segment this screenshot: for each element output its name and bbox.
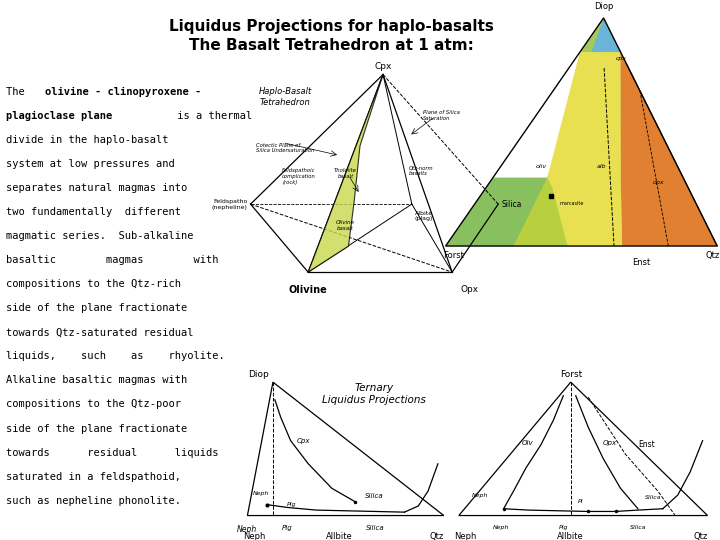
Text: Diop: Diop — [248, 370, 269, 380]
Text: separates natural magmas into: separates natural magmas into — [6, 183, 187, 193]
Text: Olivine: Olivine — [289, 285, 328, 295]
Text: Plg: Plg — [559, 525, 568, 530]
Text: Alkaline basaltic magmas with: Alkaline basaltic magmas with — [6, 375, 187, 386]
Text: Cpx: Cpx — [374, 62, 392, 71]
Text: Albite
(plag): Albite (plag) — [415, 211, 433, 221]
Polygon shape — [580, 18, 621, 52]
Text: alb: alb — [597, 164, 606, 168]
Text: compositions to the Qtz-rich: compositions to the Qtz-rich — [6, 279, 181, 289]
Text: The Basalt Tetrahedron at 1 atm:: The Basalt Tetrahedron at 1 atm: — [189, 38, 474, 53]
Polygon shape — [308, 75, 383, 272]
Text: Allbite: Allbite — [557, 532, 584, 540]
Text: Forst: Forst — [559, 370, 582, 380]
Text: Plg: Plg — [287, 502, 296, 507]
Text: plagioclase plane: plagioclase plane — [6, 111, 112, 121]
Text: The: The — [6, 87, 31, 97]
Text: Silica: Silica — [366, 525, 384, 531]
Polygon shape — [446, 178, 553, 246]
Text: Tholeiite
basalt: Tholeiite basalt — [334, 168, 357, 179]
Text: opx: opx — [652, 180, 664, 185]
Text: Opx: Opx — [461, 285, 479, 294]
Text: saturated in a feldspathoid,: saturated in a feldspathoid, — [6, 471, 181, 482]
Text: towards Qtz-saturated residual: towards Qtz-saturated residual — [6, 327, 194, 338]
Text: Neph: Neph — [253, 491, 270, 496]
Text: compositions to the Qtz-poor: compositions to the Qtz-poor — [6, 400, 181, 409]
Text: oliv: oliv — [536, 164, 547, 168]
Text: side of the plane fractionate: side of the plane fractionate — [6, 423, 187, 434]
Text: Diop: Diop — [594, 2, 613, 11]
Text: Olv: Olv — [522, 441, 534, 447]
Text: Qtz: Qtz — [693, 532, 708, 540]
Text: Enst: Enst — [638, 440, 654, 449]
Text: system at low pressures and: system at low pressures and — [6, 159, 175, 169]
Text: Neph: Neph — [493, 525, 509, 530]
Text: Qtz: Qtz — [706, 251, 720, 260]
Text: marcasite: marcasite — [559, 200, 584, 206]
Text: Forst: Forst — [443, 251, 464, 260]
Polygon shape — [547, 52, 622, 246]
Text: Feldspatho
(nepheline): Feldspatho (nepheline) — [212, 199, 248, 210]
Text: Plane of Silica
Saturation: Plane of Silica Saturation — [423, 110, 460, 121]
Text: Neph: Neph — [243, 532, 266, 540]
Text: Plg: Plg — [282, 525, 292, 531]
Text: Cpx: Cpx — [297, 437, 310, 444]
Text: Cotectic Plane of
Silica Undersaturation: Cotectic Plane of Silica Undersaturation — [256, 143, 315, 153]
Text: towards      residual      liquids: towards residual liquids — [6, 448, 219, 457]
Text: Silica: Silica — [365, 494, 384, 500]
Text: Silica: Silica — [645, 495, 662, 501]
Text: Silica: Silica — [630, 525, 646, 530]
Polygon shape — [621, 52, 717, 246]
Polygon shape — [547, 18, 621, 189]
Text: Pl: Pl — [578, 500, 584, 504]
Text: Ternary
Liquidus Projections: Ternary Liquidus Projections — [323, 383, 426, 405]
Text: Qtz: Qtz — [430, 532, 444, 540]
Text: Opx: Opx — [603, 441, 617, 447]
Text: such as nepheline phonolite.: such as nepheline phonolite. — [6, 496, 181, 505]
Text: Haplo-Basalt
Tetrahedron: Haplo-Basalt Tetrahedron — [259, 87, 312, 107]
Text: olivine - clinopyroxene -: olivine - clinopyroxene - — [45, 87, 202, 97]
Text: magmatic series.  Sub-alkaline: magmatic series. Sub-alkaline — [6, 231, 194, 241]
Text: Enst: Enst — [632, 258, 650, 267]
Text: side of the plane fractionate: side of the plane fractionate — [6, 303, 187, 313]
Text: is a thermal: is a thermal — [171, 111, 253, 121]
Text: Silica: Silica — [501, 200, 521, 208]
Text: Feldspathoic
complication
(rock): Feldspathoic complication (rock) — [282, 168, 316, 185]
Text: Neph: Neph — [472, 492, 489, 498]
Polygon shape — [446, 18, 603, 246]
Polygon shape — [513, 178, 568, 246]
Text: Allbite: Allbite — [326, 532, 353, 540]
Text: Neph: Neph — [454, 532, 476, 540]
Text: basaltic        magmas        with: basaltic magmas with — [6, 255, 219, 265]
Text: cpx: cpx — [616, 57, 627, 62]
Text: Olivine
basalt: Olivine basalt — [336, 220, 355, 231]
Text: Liquidus Projections for haplo-basalts: Liquidus Projections for haplo-basalts — [168, 19, 494, 34]
Text: Qtz-norm
basalts: Qtz-norm basalts — [409, 165, 433, 176]
Text: liquids,    such    as    rhyolite.: liquids, such as rhyolite. — [6, 352, 225, 361]
Text: divide in the haplo-basalt: divide in the haplo-basalt — [6, 135, 168, 145]
Text: two fundamentally  different: two fundamentally different — [6, 207, 181, 217]
Text: Neph: Neph — [238, 525, 258, 534]
